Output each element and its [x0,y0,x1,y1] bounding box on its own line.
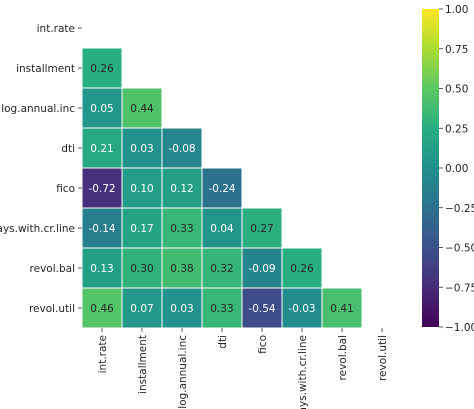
heatmap-cell [121,167,163,209]
cell-value-label: 0.26 [290,263,314,275]
cell-value-label: -0.54 [248,303,275,315]
colorbar-tick-label: 1.00 [445,4,468,16]
colorbar-tick-label: −0.75 [445,282,474,294]
colorbar-tick-label: 0.00 [445,163,468,175]
heatmap-cell [201,207,243,249]
cell-value-label: -0.14 [88,223,115,235]
heatmap-cell [321,287,363,329]
cell-value-label: 0.12 [170,183,193,195]
x-tick-label: days.with.cr.line [297,335,309,409]
colorbar-tick-label: −0.25 [445,203,474,215]
cell-value-label: 0.27 [250,223,273,235]
cell-value-label: -0.09 [248,263,275,275]
cell-value-label: 0.38 [170,263,193,275]
cell-value-label: -0.72 [88,183,115,195]
colorbar-tick-label: −1.00 [445,322,474,334]
heatmap-cell-labels: 0.26 0.05 0.44 0.21 0.03 -0.08 -0.72 0.10 0.12 -0… [88,63,353,315]
cell-value-label: 0.03 [130,143,153,155]
heatmap-cell [121,247,163,289]
cell-value-label: -0.08 [168,143,195,155]
x-tick-label: installment [137,335,149,394]
y-tick-label: installment [16,63,75,75]
y-tick-label: revol.bal [30,263,75,275]
cell-value-label: 0.33 [210,303,233,315]
cell-value-label: 0.03 [170,303,193,315]
heatmap-cell [121,287,163,329]
colorbar-ticks: 1.00 0.75 0.50 0.25 0.00 −0.25 −0.50 −0.75 −1.00 [439,4,474,334]
heatmap-cell [121,207,163,249]
cell-value-label: 0.13 [90,263,113,275]
colorbar-tick-label: 0.75 [445,44,468,56]
cell-value-label: 0.33 [170,223,193,235]
x-tick-label: log.annual.inc [177,335,189,409]
cell-value-label: 0.41 [330,303,353,315]
cell-value-label: 0.05 [90,103,113,115]
y-axis-ticks: int.rate installment log.annual.inc dti fico… [0,23,82,315]
heatmap-cell [201,247,243,289]
cell-value-label: -0.24 [208,183,235,195]
cell-value-label: 0.10 [130,183,153,195]
cell-value-label: 0.04 [210,223,234,235]
cell-value-label: 0.17 [130,223,153,235]
x-tick-label: fico [257,335,269,354]
x-tick-label: revol.util [377,335,389,381]
heatmap-cell [161,247,203,289]
x-tick-label: revol.bal [337,335,349,380]
colorbar-tick-label: −0.50 [445,243,474,255]
cell-value-label: 0.46 [90,303,114,315]
colorbar [422,9,439,327]
cell-value-label: -0.03 [288,303,315,315]
y-tick-label: dti [61,143,75,155]
heatmap-cell [201,167,243,209]
heatmap-cell [81,87,123,129]
cell-value-label: 0.44 [130,103,154,115]
heatmap-cell [241,247,283,289]
colorbar-tick-label: 0.50 [445,84,468,96]
heatmap-cell [281,247,323,289]
cell-value-label: 0.07 [130,303,153,315]
cell-value-label: 0.30 [130,263,153,275]
x-axis-ticks: int.rate installment log.annual.inc dti fico… [97,328,389,409]
heatmap-cells [81,47,363,329]
y-tick-label: log.annual.inc [1,103,75,115]
y-tick-label: days.with.cr.line [0,223,75,235]
y-tick-label: fico [56,183,75,195]
heatmap-cell [281,287,323,329]
colorbar-tick-label: 0.25 [445,123,468,135]
y-tick-label: revol.util [29,303,75,315]
heatmap-cell [161,127,203,169]
y-tick-label: int.rate [37,23,75,35]
cell-value-label: 0.26 [90,63,114,75]
x-tick-label: int.rate [97,335,109,373]
cell-value-label: 0.21 [90,143,113,155]
heatmap-cell [81,287,123,329]
cell-value-label: 0.32 [210,263,233,275]
x-tick-label: dti [217,335,229,349]
